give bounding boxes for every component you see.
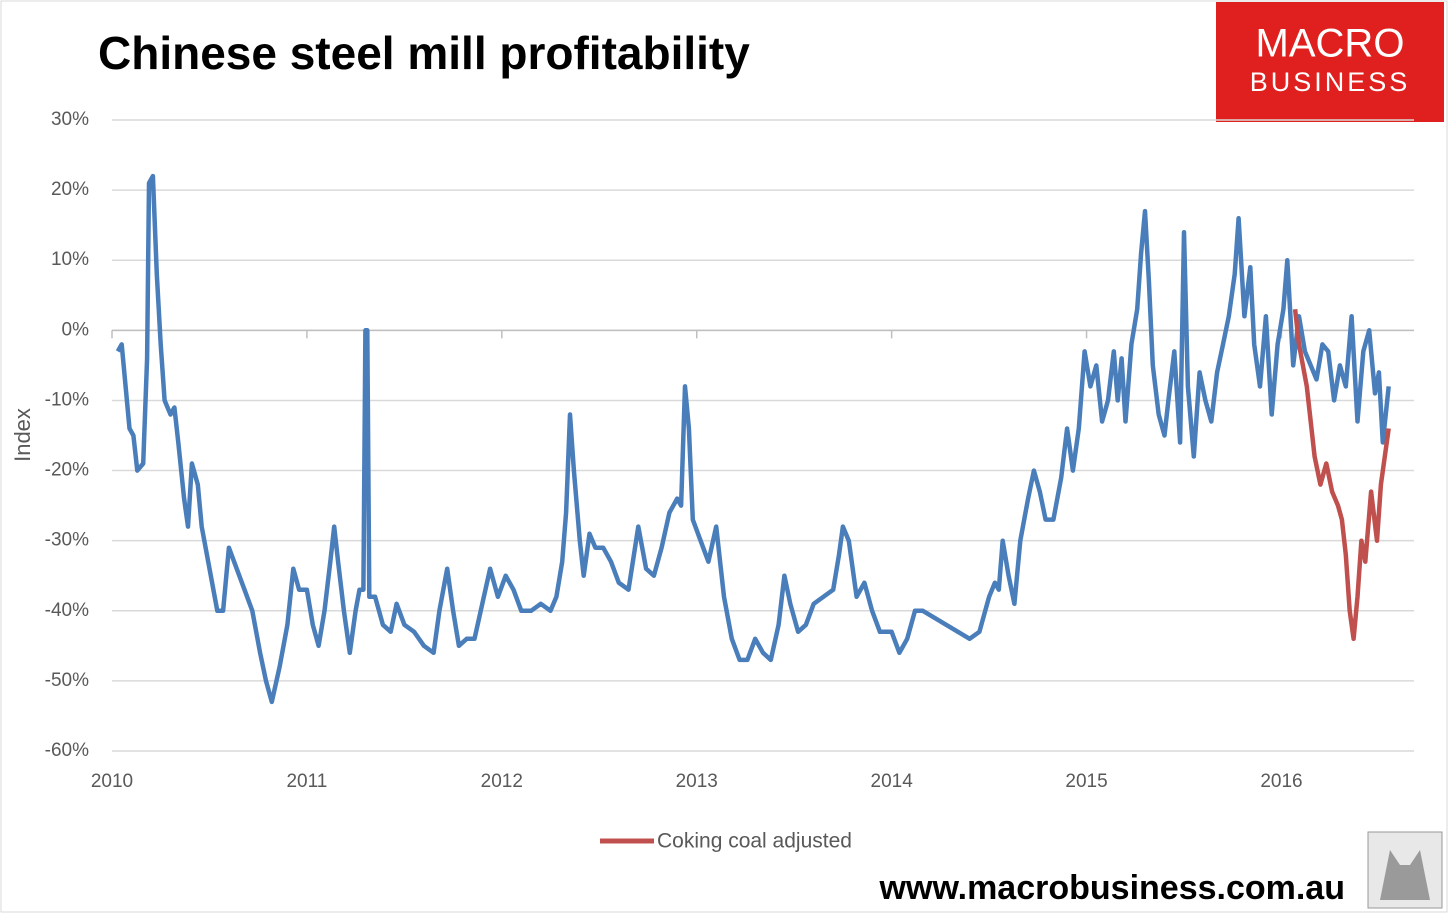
y-tick-label: -40% — [45, 600, 89, 621]
x-tick-label: 2015 — [1065, 771, 1107, 792]
x-tick-label: 2011 — [286, 771, 327, 792]
x-tick-label: 2014 — [871, 771, 914, 792]
legend-label: Coking coal adjusted — [657, 830, 852, 853]
data-line — [1292, 309, 1391, 642]
y-axis-label: Index — [10, 408, 35, 462]
y-tick-label: 0% — [62, 319, 90, 340]
logo-text: MACRO — [1256, 22, 1405, 66]
wolf-icon — [1380, 850, 1430, 900]
x-tick-label: 2012 — [481, 771, 523, 792]
y-tick-label: -10% — [45, 389, 89, 410]
data-line — [115, 173, 1391, 705]
logo-text: BUSINESS — [1250, 67, 1411, 97]
chart-title: Chinese steel mill profitability — [98, 27, 750, 79]
y-tick-label: -20% — [45, 460, 89, 481]
x-tick-label: 2010 — [91, 771, 133, 792]
x-tick-label: 2013 — [676, 771, 718, 792]
x-tick-label: 2016 — [1260, 771, 1302, 792]
y-tick-label: 20% — [51, 179, 89, 200]
y-tick-label: -30% — [45, 530, 89, 551]
y-tick-label: 30% — [51, 109, 89, 130]
y-tick-label: 10% — [51, 249, 89, 270]
y-tick-label: -50% — [45, 670, 89, 691]
website: www.macrobusiness.com.au — [879, 869, 1345, 907]
logo-box — [1216, 2, 1444, 122]
y-tick-label: -60% — [45, 740, 89, 761]
